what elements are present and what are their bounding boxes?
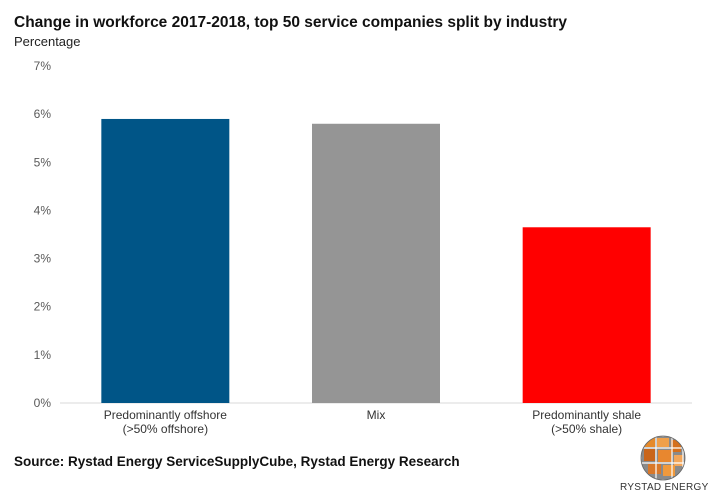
chart-title: Change in workforce 2017-2018, top 50 se… (14, 14, 568, 31)
x-tick-label: Mix (367, 408, 386, 422)
x-tick-label: Predominantly shale (532, 408, 641, 422)
y-tick-label: 4% (34, 203, 52, 217)
bar (101, 118, 230, 403)
y-tick-label: 5% (34, 155, 52, 169)
y-tick-label: 7% (34, 59, 52, 73)
bar (522, 227, 651, 403)
y-tick-label: 3% (34, 252, 52, 266)
x-tick-label: (>50% shale) (551, 422, 622, 436)
y-tick-label: 6% (34, 107, 52, 121)
bar-chart: 0%1%2%3%4%5%6%7%Predominantly offshore(>… (34, 59, 692, 436)
y-tick-label: 1% (34, 348, 52, 362)
bar (312, 123, 440, 404)
x-tick-label: Predominantly offshore (104, 408, 228, 422)
chart-subtitle: Percentage (14, 34, 81, 49)
y-tick-label: 0% (34, 396, 52, 410)
logo-text: RYSTAD ENERGY (620, 482, 709, 493)
rystad-globe-logo-icon (640, 435, 686, 481)
y-tick-label: 2% (34, 300, 52, 314)
source-note: Source: Rystad Energy ServiceSupplyCube,… (14, 454, 460, 469)
x-tick-label: (>50% offshore) (123, 422, 209, 436)
